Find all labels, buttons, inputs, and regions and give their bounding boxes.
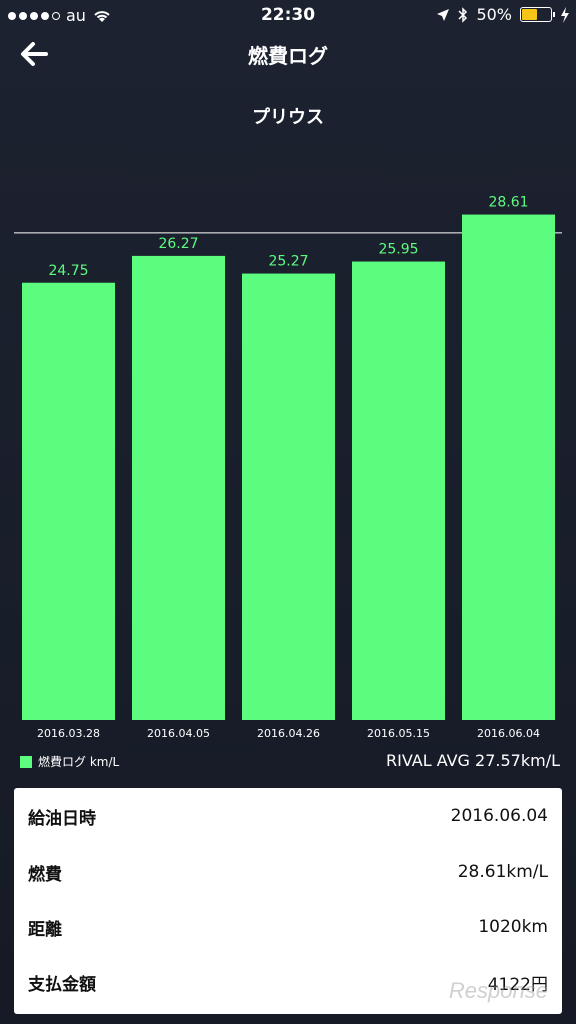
- wifi-icon: [94, 10, 110, 22]
- x-tick-label: 2016.06.04: [477, 727, 540, 740]
- detail-card: 給油日時 2016.06.04 燃費 28.61km/L 距離 1020km 支…: [14, 788, 562, 1014]
- detail-key: 支払金額: [28, 974, 96, 995]
- fuel-log-bar-chart: 24.75 2016.03.28 26.27 2016.04.05 25.27 2016.…: [14, 195, 562, 740]
- chart-bar: [462, 214, 555, 720]
- page-title: 燃費ログ: [248, 44, 328, 68]
- status-left: au: [8, 6, 112, 25]
- x-tick-label: 2016.04.26: [257, 727, 320, 740]
- detail-row-distance: 距離 1020km: [14, 899, 562, 955]
- back-arrow-icon[interactable]: [18, 38, 50, 70]
- x-tick-label: 2016.04.05: [147, 727, 210, 740]
- x-tick-label: 2016.03.28: [37, 727, 100, 740]
- bar-value-label: 25.27: [268, 254, 308, 270]
- car-name: プリウス: [252, 107, 324, 128]
- signal-strength-icon: [8, 11, 60, 20]
- battery-icon: [520, 7, 555, 22]
- carrier-label: au: [66, 6, 86, 25]
- detail-key: 給油日時: [28, 808, 96, 829]
- bar-value-label: 25.95: [378, 242, 418, 258]
- status-bar: au 22:30 50%: [0, 0, 576, 32]
- detail-value: 2016.06.04: [450, 806, 548, 826]
- detail-value: 1020km: [478, 917, 548, 937]
- legend-swatch: [20, 755, 32, 768]
- chart-bar: [22, 282, 115, 720]
- bar-value-label: 28.61: [488, 195, 528, 211]
- detail-value: 28.61km/L: [457, 862, 548, 882]
- bar-value-label: 26.27: [158, 236, 198, 252]
- chart-bar: [352, 261, 445, 720]
- x-tick-label: 2016.05.15: [367, 727, 430, 740]
- location-arrow-icon: [437, 8, 450, 21]
- detail-key: 燃費: [28, 864, 62, 885]
- status-right: 50%: [436, 5, 570, 24]
- rival-average: RIVAL AVG 27.57km/L: [385, 751, 560, 770]
- chart-legend: 燃費ログ km/L: [20, 753, 119, 770]
- watermark-logo: Response: [448, 978, 548, 1003]
- detail-row-date: 給油日時 2016.06.04: [14, 788, 562, 844]
- status-time: 22:30: [260, 5, 316, 25]
- detail-key: 距離: [28, 919, 62, 940]
- detail-row-fuel-economy: 燃費 28.61km/L: [14, 844, 562, 900]
- chart-bar: [242, 273, 335, 720]
- legend-label: 燃費ログ km/L: [38, 755, 120, 769]
- chart-bar: [132, 255, 225, 720]
- battery-percent: 50%: [476, 5, 512, 24]
- charging-bolt-icon: [561, 6, 569, 23]
- bar-value-label: 24.75: [48, 263, 88, 279]
- detail-row-payment: 支払金額 4122円: [14, 954, 562, 1010]
- bluetooth-icon: [458, 6, 468, 23]
- detail-value: 4122円: [487, 974, 548, 995]
